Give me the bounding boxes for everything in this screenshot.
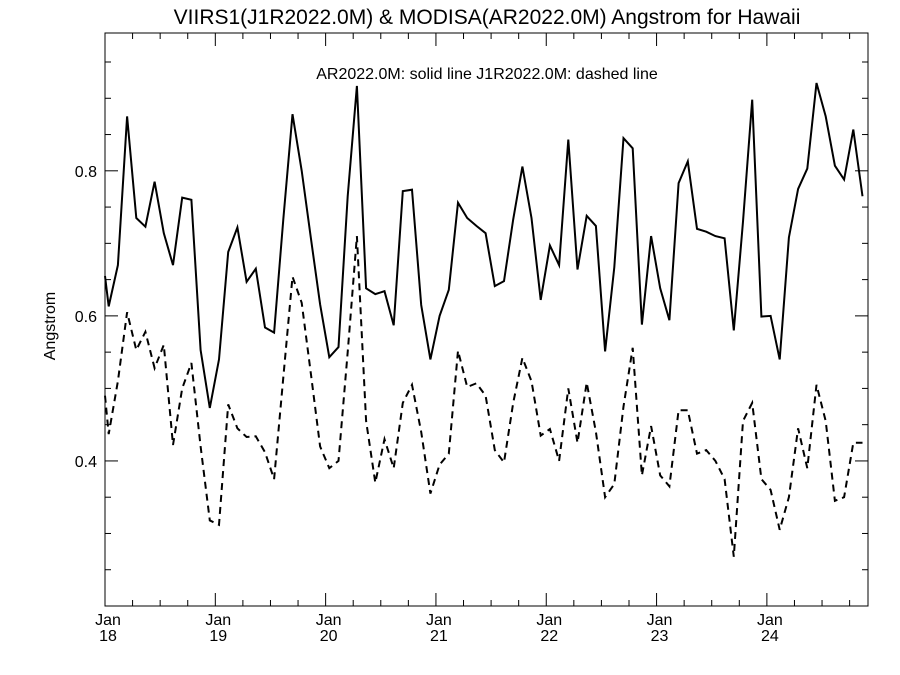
x-tick-label-month: Jan — [536, 612, 562, 629]
x-tick-label-month: Jan — [205, 612, 231, 629]
x-tick-label-year: 24 — [761, 628, 779, 645]
x-tick-label-month: Jan — [316, 612, 342, 629]
x-tick-label-year: 20 — [320, 628, 338, 645]
x-tick-label-month: Jan — [426, 612, 452, 629]
y-tick-label: 0.4 — [75, 454, 97, 471]
x-tick-label-year: 22 — [540, 628, 558, 645]
axis-ticks — [104, 33, 868, 606]
axis-tick-labels: 0.40.60.8Jan18Jan19Jan20Jan21Jan22Jan23J… — [75, 164, 783, 645]
x-tick-label-year: 23 — [651, 628, 669, 645]
plot-frame — [104, 32, 869, 607]
y-axis-label: Angstrom — [42, 292, 59, 360]
x-tick-label-year: 21 — [430, 628, 448, 645]
y-tick-label: 0.8 — [75, 164, 97, 181]
x-tick-label-month: Jan — [647, 612, 673, 629]
x-tick-label-month: Jan — [757, 612, 783, 629]
series-legend-note: AR2022.0M: solid line J1R2022.0M: dashed… — [316, 66, 658, 83]
series-line-solid — [104, 82, 864, 409]
x-tick-label-year: 19 — [209, 628, 227, 645]
series-lines — [104, 82, 864, 557]
y-tick-label: 0.6 — [75, 309, 97, 326]
series-line-dashed — [104, 236, 863, 557]
x-tick-label-month: Jan — [95, 612, 121, 629]
chart-title: VIIRS1(J1R2022.0M) & MODISA(AR2022.0M) A… — [174, 6, 801, 29]
x-tick-label-year: 18 — [99, 628, 117, 645]
